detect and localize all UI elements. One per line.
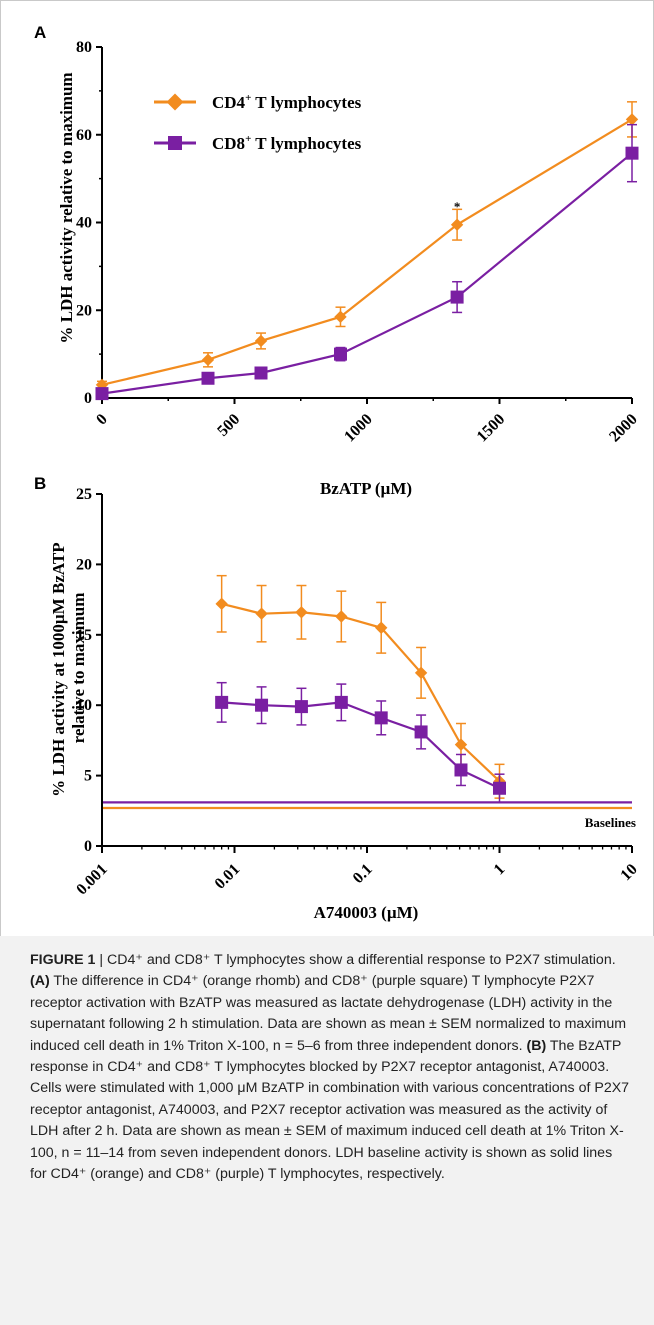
- panel-b-point-cd4: [295, 606, 308, 619]
- caption-part-b-text: The BzATP response in CD4⁺ and CD8⁺ T ly…: [30, 1037, 630, 1183]
- panel-b-y-tick-label: 0: [84, 838, 92, 855]
- panel-a-x-tick-label: 500: [214, 411, 243, 440]
- panel-a-line-cd4: [101, 118, 633, 386]
- panel-a-point-cd4: [625, 113, 639, 126]
- legend-label-cd4: CD4+ T lymphocytes: [212, 92, 362, 112]
- panel-a-y-tick-label: 80: [76, 39, 92, 56]
- panel-b-point-cd4: [454, 738, 468, 751]
- panel-a-y-axis-label: % LDH activity relative to maximum: [57, 72, 76, 343]
- panel-b-x-tick-label: 0.001: [73, 861, 110, 898]
- panel-b-line-cd8: [221, 701, 500, 790]
- figure-caption: FIGURE 1 | CD4⁺ and CD8⁺ T lymphocytes s…: [30, 950, 630, 1185]
- legend-marker-cd4-diamond: [166, 93, 184, 111]
- panel-a-point-cd8: [254, 366, 268, 380]
- panel-a-point-cd4: [334, 310, 347, 324]
- panel-a-point-cd8: [201, 371, 215, 385]
- panel-b-y-axis-label: % LDH activity at 1000µM BzATP relative …: [49, 539, 88, 797]
- caption-part-b-label: (B): [526, 1037, 547, 1054]
- legend-marker-cd8-square: [168, 136, 182, 150]
- caption-intro: | CD4⁺ and CD8⁺ T lymphocytes show a dif…: [95, 952, 616, 968]
- panel-a-point-cd4: [254, 334, 268, 348]
- panel-a-letter: A: [34, 23, 46, 42]
- panel-a-x-tick-label: 0: [93, 411, 111, 429]
- panel-a-x-tick-label: 1500: [474, 411, 509, 446]
- panel-a-point-cd4: [450, 218, 464, 231]
- panel-a-series: [95, 101, 639, 401]
- panel-a-point-cd8: [95, 387, 109, 401]
- panel-b-series: [215, 574, 506, 804]
- panel-b-point-cd8: [374, 711, 388, 725]
- panel-b-x-axis-label: A740003 (µM): [314, 903, 419, 922]
- panel-b-y-tick-label: 25: [76, 486, 92, 503]
- panel-b-point-cd4: [215, 597, 228, 611]
- panel-a-y-tick-labels: 0 20 40 60 80: [76, 39, 92, 407]
- panel-a-significance-mark: *: [454, 199, 461, 214]
- panel-b-point-cd8: [493, 781, 506, 795]
- panel-a-y-tick-label: 0: [84, 390, 92, 407]
- panel-b-y-tick-label: 15: [76, 627, 92, 644]
- panel-b-x-tick-label: 0.01: [212, 861, 244, 893]
- panel-b-point-cd4: [414, 666, 428, 680]
- panel-b-point-cd8: [294, 700, 308, 714]
- panel-b-y-tick-label: 10: [76, 697, 92, 714]
- panel-a-x-tick-label: 1000: [341, 411, 376, 446]
- panel-b-point-cd8: [215, 695, 229, 709]
- panel-b-point-cd4: [375, 621, 388, 634]
- panel-b-x-tick-labels: 0.001 0.01 0.1 1 10: [73, 861, 640, 898]
- panel-b-y-tick-label: 20: [76, 556, 92, 573]
- panel-a-axes: [96, 46, 633, 404]
- panel-b: B Baselines 0 5 10 15 20 25 0.001 0.01 0.1 1 10 A…: [34, 474, 641, 922]
- panel-a-y-tick-label: 40: [76, 215, 92, 232]
- panel-b-line-cd4: [221, 602, 501, 783]
- panel-a-x-tick-label: 2000: [606, 411, 641, 446]
- panel-b-point-cd8: [334, 695, 348, 709]
- panel-a-legend: CD4+ T lymphocytes CD8+ T lymphocytes: [154, 92, 362, 153]
- panel-a-point-cd8: [625, 146, 639, 160]
- caption-part-a-label: (A): [30, 973, 50, 990]
- panel-a-y-tick-label: 20: [76, 302, 92, 319]
- panel-b-x-tick-label: 1: [491, 861, 509, 879]
- panel-b-baselines-label: Baselines: [585, 815, 636, 830]
- panel-b-x-tick-label: 10: [617, 861, 640, 884]
- panel-a-x-tick-labels: 0 500 1000 1500 2000: [93, 411, 641, 446]
- caption-part-a-text: The difference in CD4⁺ (orange rhomb) an…: [30, 973, 627, 1054]
- panel-b-axes: [96, 493, 633, 853]
- panel-b-baselines: [102, 801, 632, 810]
- panel-a-x-axis-label: BzATP (µM): [320, 479, 412, 498]
- panel-a-point-cd8: [334, 347, 347, 361]
- panel-b-point-cd8: [414, 725, 428, 739]
- legend-label-cd8: CD8+ T lymphocytes: [212, 133, 362, 153]
- panel-b-y-tick-labels: 0 5 10 15 20 25: [76, 486, 92, 855]
- panel-a-point-cd4: [201, 353, 215, 367]
- panel-a-point-cd8: [450, 290, 464, 304]
- panel-b-point-cd8: [454, 763, 468, 777]
- caption-figure-label: FIGURE 1: [30, 952, 96, 968]
- caption-background: [0, 936, 654, 1325]
- panel-a-line-cd8: [101, 152, 633, 395]
- panel-b-point-cd4: [255, 607, 268, 620]
- panel-a-y-tick-label: 60: [76, 127, 92, 144]
- panel-b-point-cd4: [335, 610, 348, 623]
- panel-b-y-tick-label: 5: [84, 768, 92, 785]
- panel-b-point-cd8: [255, 698, 269, 712]
- panel-b-x-tick-label: 0.1: [350, 861, 376, 887]
- panel-b-letter: B: [34, 474, 46, 493]
